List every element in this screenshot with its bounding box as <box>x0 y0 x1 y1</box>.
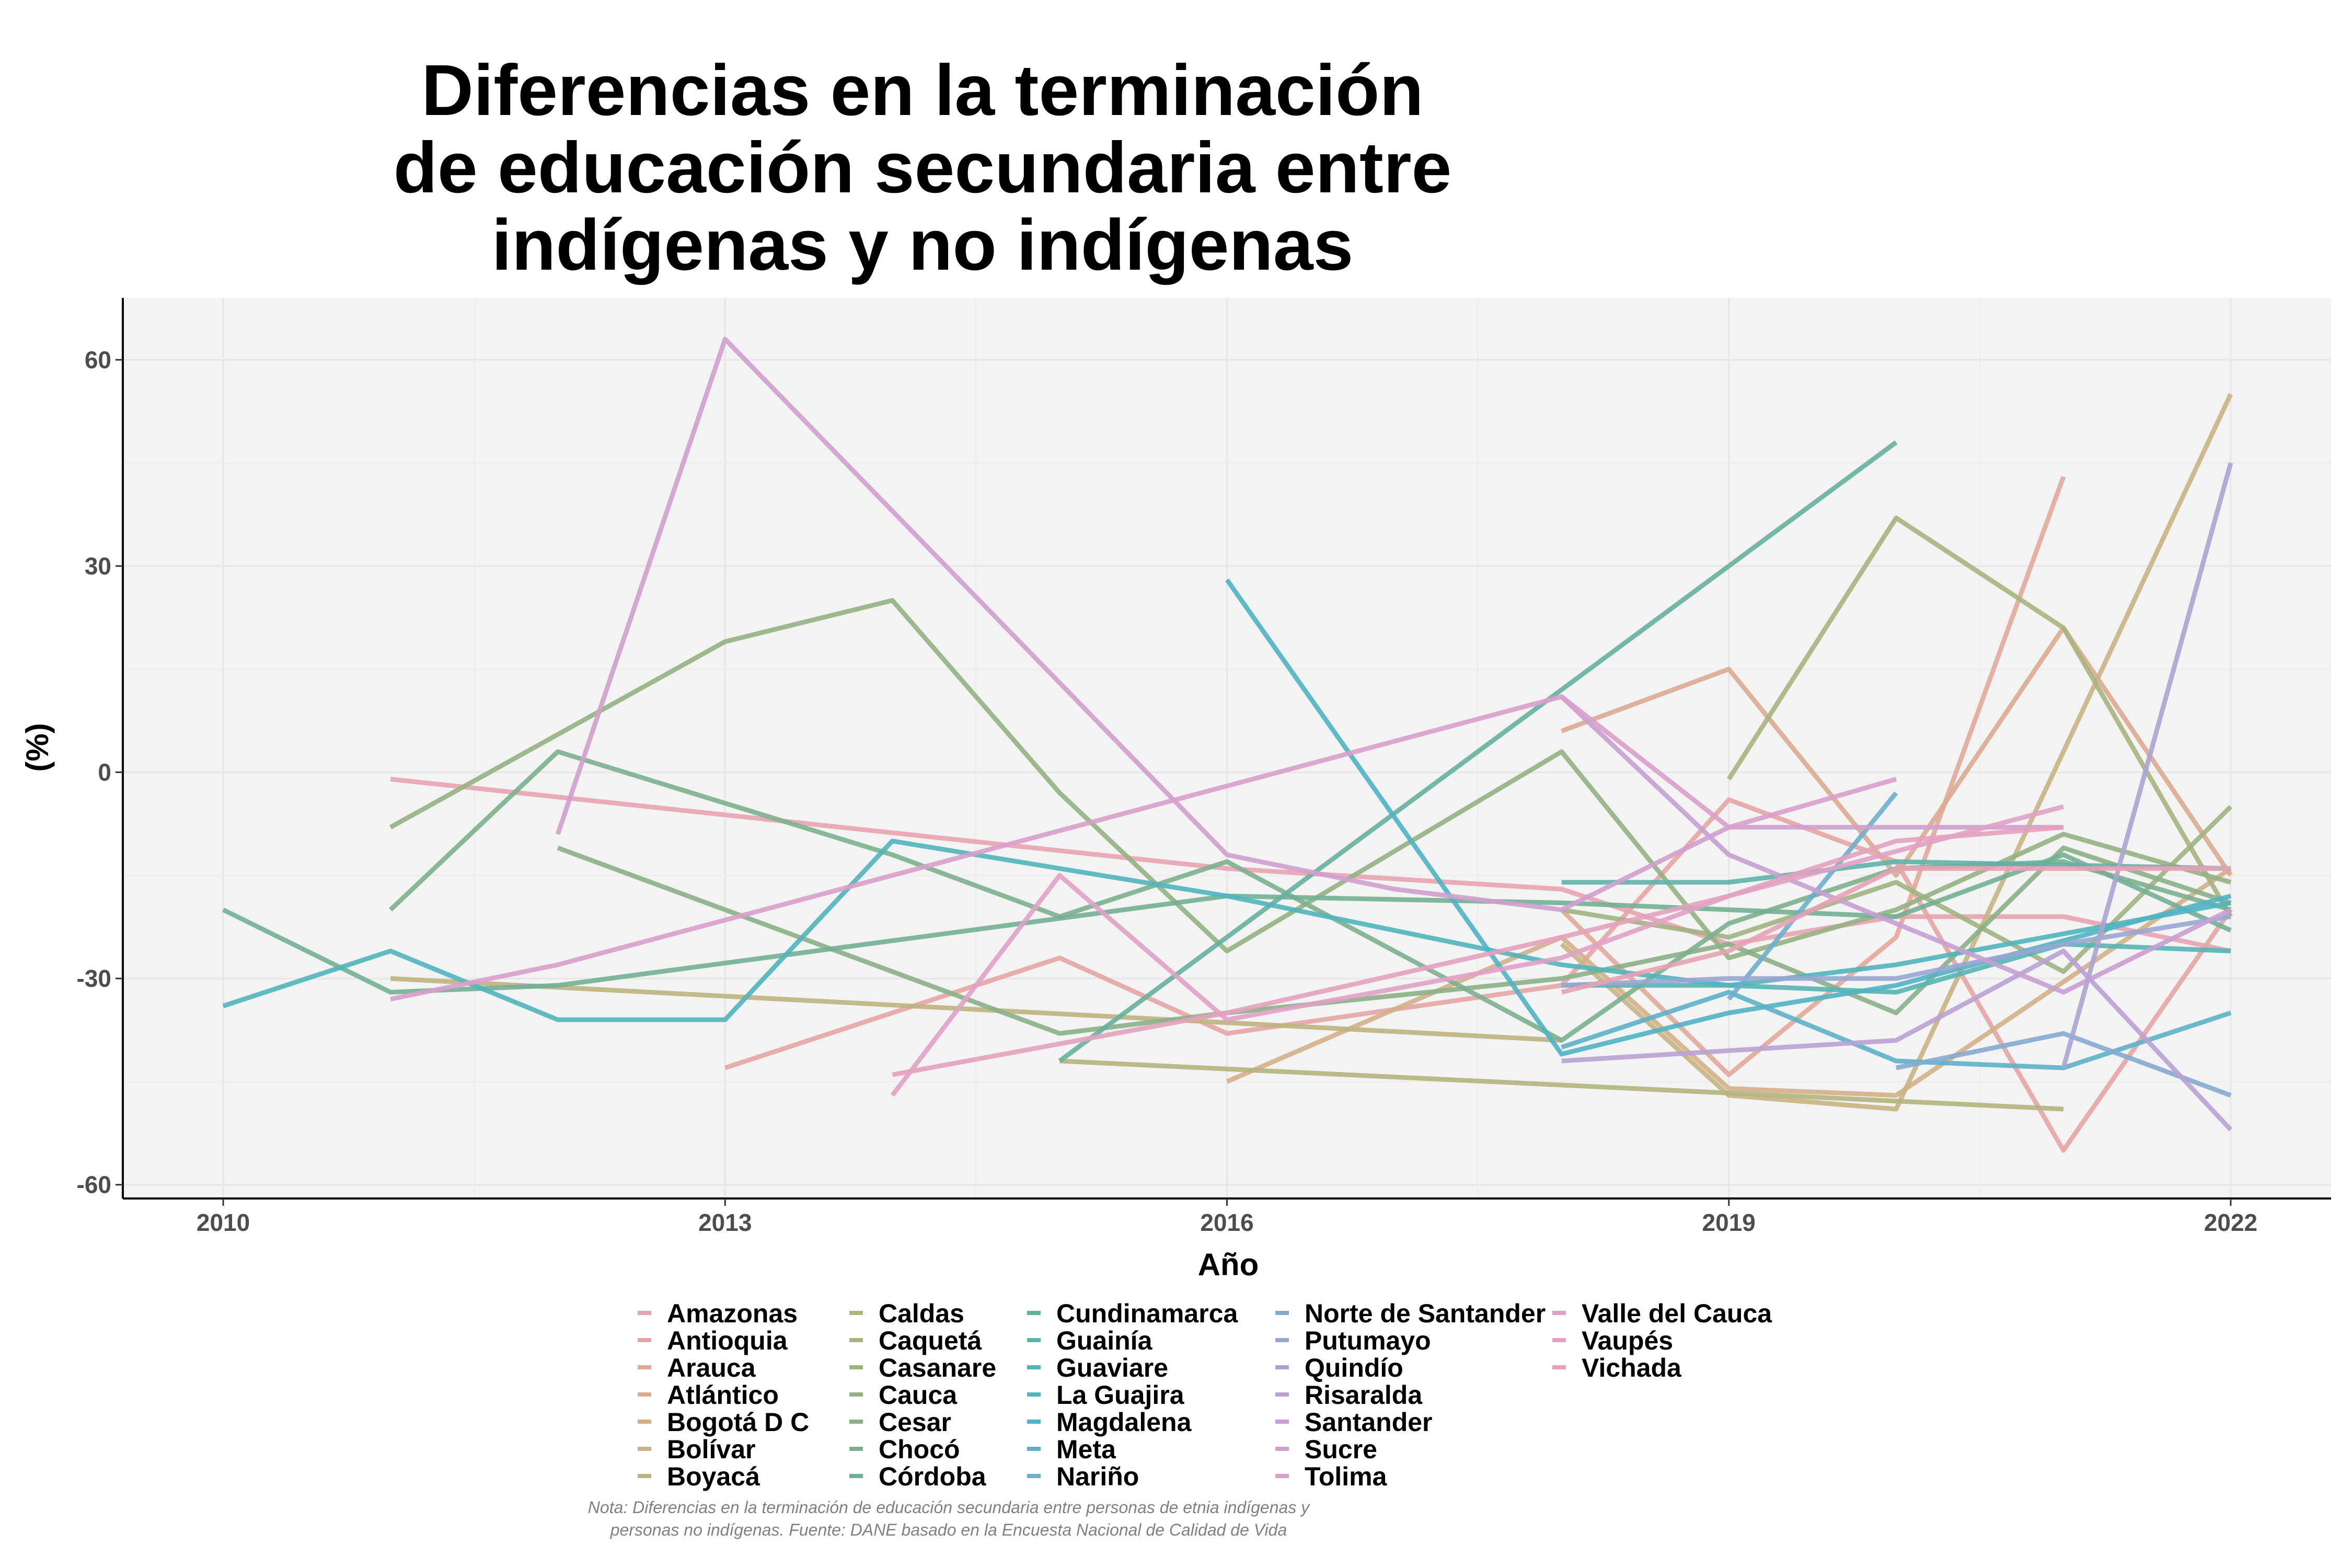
series-line-norte-de-santander <box>1895 1031 2232 1098</box>
legend-label-la-guajira: La Guajira <box>1056 1380 1185 1410</box>
legend-label-choco: Chocó <box>879 1435 960 1464</box>
series-line-quindio <box>2061 462 2233 1069</box>
legend-label-cordoba: Córdoba <box>879 1462 987 1491</box>
legend-label-caqueta: Caquetá <box>879 1326 982 1355</box>
axis-ticks: 2010 2013 2016 2019 2022 -60 -30 0 30 60 <box>77 346 2258 1236</box>
series-line-atlantico <box>1561 625 2233 878</box>
legend-label-arauca: Arauca <box>667 1353 756 1382</box>
chart-title: Diferencias en la terminación de educaci… <box>394 50 1452 285</box>
series-line-la-guajira <box>222 838 2231 1022</box>
legend-label-antioquia: Antioquia <box>667 1326 788 1355</box>
legend-label-sucre: Sucre <box>1305 1435 1377 1464</box>
legend-label-cesar: Cesar <box>879 1408 951 1437</box>
chart-title-line-3: indígenas y no indígenas <box>492 205 1354 285</box>
series-line-santander <box>1560 695 2232 995</box>
legend-label-magdalena: Magdalena <box>1056 1408 1192 1437</box>
legend-label-bogota-d-c: Bogotá D C <box>667 1408 809 1437</box>
series-line-valle-del-cauca <box>890 804 2065 1097</box>
legend-label-risaralda: Risaralda <box>1305 1380 1423 1410</box>
legend-label-vaupes: Vaupés <box>1582 1326 1673 1355</box>
legend-label-norte-de-santander: Norte de Santander <box>1305 1299 1546 1328</box>
series-line-caldas <box>1059 1058 2064 1112</box>
series-line-cesar <box>557 845 2232 1036</box>
legend-label-putumayo: Putumayo <box>1305 1326 1431 1355</box>
series-line-risaralda <box>1561 949 2233 1132</box>
legend-label-meta: Meta <box>1056 1435 1116 1464</box>
legend-label-casanare: Casanare <box>879 1353 996 1382</box>
legend-label-cauca: Cauca <box>879 1380 958 1410</box>
series-line-putumayo <box>1561 914 2231 988</box>
x-tick-label: 2022 <box>2204 1209 2257 1236</box>
chart-title-line-1: Diferencias en la terminación <box>421 50 1423 131</box>
legend-label-tolima: Tolima <box>1305 1462 1388 1491</box>
legend-label-narino: Nariño <box>1056 1462 1139 1491</box>
y-tick-label: -30 <box>77 965 111 992</box>
source-note-line-2: personas no indígenas. Fuente: DANE basa… <box>610 1520 1287 1539</box>
legend-label-guaviare: Guaviare <box>1056 1353 1168 1382</box>
series-line-vichada <box>1561 866 2231 995</box>
series-line-casanare <box>1561 805 2233 974</box>
x-tick-label: 2010 <box>197 1209 250 1236</box>
legend-label-santander: Santander <box>1305 1408 1433 1437</box>
source-note-line-1: Nota: Diferencias en la terminación de e… <box>588 1498 1310 1517</box>
series-lines <box>222 337 2233 1153</box>
y-tick-label: -60 <box>77 1171 111 1198</box>
chart-title-line-2: de educación secundaria entre <box>394 128 1452 208</box>
legend-label-vichada: Vichada <box>1582 1353 1682 1382</box>
legend-label-valle-del-cauca: Valle del Cauca <box>1582 1299 1772 1328</box>
legend-label-cundinamarca: Cundinamarca <box>1056 1299 1239 1328</box>
legend-label-atlantico: Atlántico <box>667 1380 779 1410</box>
y-tick-label: 60 <box>85 346 111 373</box>
y-axis-title: (%) <box>20 723 55 771</box>
grid-lines <box>123 298 2331 1198</box>
legend-label-caldas: Caldas <box>879 1299 964 1328</box>
y-tick-label: 30 <box>85 552 111 580</box>
y-tick-label: 0 <box>98 759 111 786</box>
x-axis-title: Año <box>1198 1247 1259 1282</box>
series-line-arauca <box>1560 476 2066 1077</box>
series-line-antioquia <box>724 797 2233 1153</box>
legend-label-bolivar: Bolívar <box>667 1435 756 1464</box>
series-line-cundinamarca <box>1058 440 1898 1063</box>
x-tick-label: 2019 <box>1702 1209 1756 1236</box>
legend-label-quindio: Quindío <box>1305 1353 1403 1382</box>
legend-label-boyaca: Boyacá <box>667 1462 760 1491</box>
series-line-bogota-d-c <box>1226 866 2232 1098</box>
x-tick-label: 2016 <box>1200 1209 1253 1236</box>
series-line-vaupes <box>892 825 2064 1077</box>
legend-label-amazonas: Amazonas <box>667 1299 798 1328</box>
series-line-tolima <box>390 694 1897 1002</box>
series-line-cauca <box>389 598 2232 961</box>
x-tick-label: 2013 <box>698 1209 752 1236</box>
series-line-boyaca <box>390 976 1562 1043</box>
legend-label-guainia: Guainía <box>1056 1326 1153 1355</box>
series-line-meta <box>1561 989 2232 1070</box>
series-line-guaviare <box>1561 941 2231 995</box>
